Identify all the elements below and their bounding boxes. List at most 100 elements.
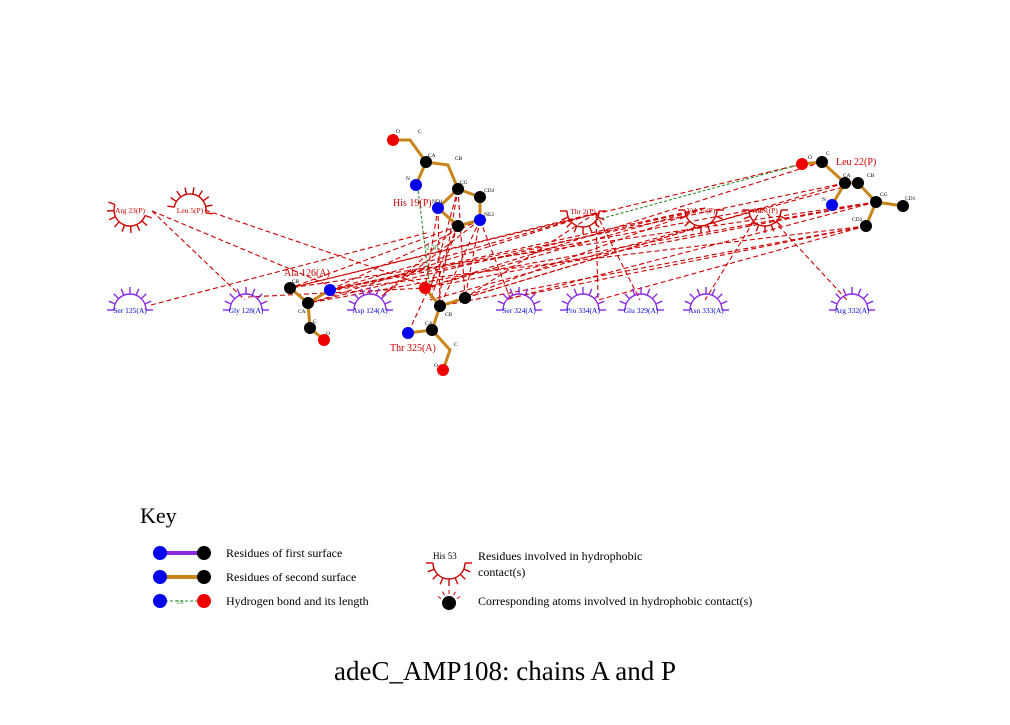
hydrophobic-ser324 (496, 287, 542, 311)
atom-ca (420, 156, 432, 168)
hydrophobic-glu329 (618, 287, 664, 311)
hydrophobic-ser125 (107, 287, 153, 311)
hydrophobic-gly128 (223, 287, 269, 311)
key-title: Key (140, 503, 177, 528)
atom-cd2 (860, 220, 872, 232)
atom-o (387, 134, 399, 146)
atom-label: O (326, 331, 330, 337)
atom-label: C (826, 151, 830, 157)
atom-ne2 (474, 214, 486, 226)
hydrophobic-val35-label: Val 35(P) (687, 206, 716, 215)
hydrophobic-asn333 (683, 287, 729, 311)
atom-nd1 (432, 202, 444, 214)
key-second-surface-label: Residues of second surface (226, 570, 356, 584)
atom-label: O (434, 363, 438, 369)
atom-cb (852, 177, 864, 189)
atom-label: CD2 (484, 188, 495, 194)
atom-ca (839, 177, 851, 189)
atom-label: C (418, 129, 422, 135)
residue-label-leu22: Leu 22(P) (836, 157, 876, 168)
atom-label: N (406, 176, 410, 182)
atom-label: CG (880, 192, 888, 198)
atom-cd2 (474, 191, 486, 203)
residue-label-his19: His 19(P) (393, 198, 432, 209)
hydrophobic-val35 (678, 209, 724, 233)
atom-og (419, 282, 431, 294)
atom-label: CB (292, 279, 300, 285)
atom-ce1 (452, 220, 464, 232)
hydrogen-bond: 2.78 (416, 163, 803, 289)
hydrophobic-arg23-label: Arg 23(P) (115, 206, 146, 215)
key-legend: Key Residues of first surface Residues o… (140, 503, 752, 610)
key-hydro-atom-lash-icon (437, 590, 461, 599)
hydrophobic-asp124-label: Asp 124(A) (352, 306, 388, 315)
key-hbond-length: 3.0 (176, 600, 184, 606)
atom-ca (302, 297, 314, 309)
atom-label: CA (843, 173, 851, 179)
atom-label: C (454, 342, 458, 348)
key-first-surface-n-icon (153, 546, 167, 560)
key-first-surface-label: Residues of first surface (226, 546, 342, 560)
atom-o (318, 334, 330, 346)
hydrophobic-pro334 (560, 287, 606, 311)
atom-cg (870, 196, 882, 208)
key-hydro-residue-icon (426, 562, 472, 586)
atom-label: CA (428, 153, 436, 159)
atom-label: CG (460, 180, 468, 186)
key-second-surface-n-icon (153, 570, 167, 584)
key-hbond-o-icon (197, 594, 211, 608)
key-hydro-residues-line1: Residues involved in hydrophobic (478, 549, 642, 563)
hydrophobic-thr2-label: Thr 2(P) (570, 207, 596, 216)
key-hydro-residues-line2: contact(s) (478, 565, 525, 579)
atom-label: N (822, 197, 826, 203)
hydrophobic-glu329-label: Glu 329(A) (624, 306, 659, 315)
key-hbond-label: Hydrogen bond and its length (226, 594, 369, 608)
atom-label: CD1 (905, 196, 916, 202)
atom-label: O (808, 155, 812, 161)
key-hydro-example: His 53 (433, 551, 457, 561)
atom-cg (452, 183, 464, 195)
hydrophobic-thr2 (560, 210, 606, 234)
atom-label: CB (445, 312, 453, 318)
residue-label-ala126: Ala 126(A) (284, 268, 330, 279)
atom-o (796, 158, 808, 170)
hydrophobic-arg332 (829, 287, 875, 311)
hydrophobic-ser125-label: Ser 125(A) (113, 306, 147, 315)
hydrophobic-ala1-label: Ala 1(P) (752, 206, 778, 215)
atom-cg2 (459, 292, 471, 304)
hydrophobic-asn333-label: Asn 333(A) (688, 306, 724, 315)
hydrophobic-leu5-label: Leu 5(P) (177, 206, 204, 215)
atom-label: CD2 (852, 217, 863, 223)
atom-n (410, 179, 422, 191)
atom-label: ND1 (432, 199, 443, 205)
atom-label: NE2 (484, 212, 494, 218)
atom-ca (426, 324, 438, 336)
atom-cb (284, 282, 296, 294)
atom-labels: O C CA N CB CG CD2 ND1 NE2 CB CA C O CA … (292, 129, 916, 369)
page-title: adeC_AMP108: chains A and P (334, 656, 676, 686)
atom-cd1 (897, 200, 909, 212)
hbond-length-label: 2.78 (426, 244, 439, 252)
hydrophobic-arg23 (106, 201, 152, 234)
hydrophobic-gly128-label: Gly 128(A) (229, 306, 264, 315)
hydrophobic-ser324-label: Ser 324(A) (502, 306, 536, 315)
atom-label: O (396, 129, 400, 135)
atom-label: CB (867, 173, 875, 179)
key-hydro-atoms-label: Corresponding atoms involved in hydropho… (478, 594, 752, 608)
atom-n (324, 284, 336, 296)
residue-labels: His 19(P) Ala 126(A) Thr 325(A) Leu 22(P… (284, 157, 876, 354)
key-second-surface-c-icon (197, 570, 211, 584)
atom-label: CA (298, 309, 306, 315)
hydrophobic-pro334-label: Pro 334(A) (566, 306, 600, 315)
hydrophobic-asp124 (347, 287, 393, 311)
key-hydro-atom-icon (442, 596, 456, 610)
atom-n (402, 327, 414, 339)
atoms (284, 134, 909, 376)
key-hbond-n-icon (153, 594, 167, 608)
hydrophobic-ala1 (742, 209, 788, 233)
atom-c (816, 156, 828, 168)
atom-c (304, 322, 316, 334)
hydrophobic-leu5 (167, 187, 213, 215)
atom-label: C (313, 319, 317, 325)
